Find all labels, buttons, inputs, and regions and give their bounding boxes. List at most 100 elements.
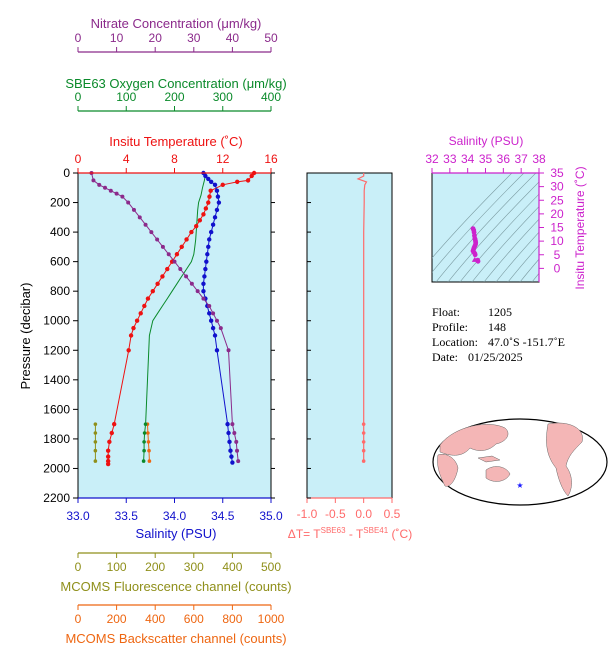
delta-line — [356, 173, 368, 462]
fluorescence-tick-label: 200 — [145, 560, 165, 574]
ts-x-tick-label: 34 — [461, 152, 475, 166]
nitrate-tick-label: 20 — [149, 31, 163, 45]
temperature-tick-label: 12 — [216, 152, 230, 166]
temperature-point — [138, 311, 143, 316]
delta-point — [361, 422, 366, 426]
temperature-tick-label: 4 — [123, 152, 130, 166]
pressure-tick-label: 400 — [50, 225, 70, 239]
temperature-point — [189, 229, 194, 235]
salinity-point — [212, 182, 218, 188]
pressure-tick-label: 2200 — [43, 491, 70, 505]
pressure-tick-label: 600 — [50, 255, 70, 269]
nitrate-point — [218, 326, 223, 331]
nitrate-point — [195, 289, 200, 294]
backscatter-tick-label: 400 — [145, 612, 165, 626]
salinity-point — [208, 179, 214, 185]
salinity-point — [230, 460, 235, 465]
salinity-point — [201, 281, 206, 286]
backscatter-point — [146, 440, 151, 444]
delta-plot-area — [306, 172, 393, 499]
ts-x-tick-label: 38 — [532, 152, 546, 166]
temperature-axis-title: Insitu Temperature (˚C) — [109, 134, 242, 149]
delta-tick-label: 0.0 — [355, 507, 372, 521]
ts-x-tick-label: 35 — [479, 152, 493, 166]
nitrate-point — [137, 215, 142, 220]
map-land-australia — [485, 466, 511, 482]
temperature-point — [105, 461, 111, 467]
density-contour — [447, 181, 539, 282]
nitrate-point — [178, 267, 183, 272]
fluorescence-point — [93, 459, 98, 463]
nitrate-point — [108, 188, 113, 193]
temperature-point — [184, 237, 189, 242]
temperature-point — [134, 318, 140, 323]
pressure-tick-label: 200 — [50, 196, 70, 210]
salinity-point — [210, 325, 216, 331]
map-land-africa — [437, 454, 459, 487]
location-label: Location: — [432, 335, 478, 349]
density-contour — [507, 245, 539, 282]
temperature-point — [160, 274, 165, 279]
ts-salinity-title: Salinity (PSU) — [449, 134, 524, 148]
backscatter-point — [147, 459, 152, 463]
fluorescence-point — [93, 440, 98, 444]
temperature-point — [150, 288, 155, 294]
oxygen-point — [143, 422, 148, 426]
temperature-tick-label: 0 — [75, 152, 82, 166]
float-label: Float: — [432, 305, 460, 319]
nitrate-tick-label: 30 — [187, 31, 201, 45]
nitrate-point — [114, 191, 119, 196]
delta-axis-title: ΔT= TSBE63 - TSBE41 (˚C) — [288, 526, 412, 541]
temperature-point — [206, 200, 211, 205]
temperature-point — [203, 206, 209, 211]
map-land-asia — [439, 424, 509, 456]
main-plot-marks — [89, 170, 257, 467]
ts-y-tick-label: 15 — [550, 221, 564, 235]
salinity-point — [227, 439, 232, 445]
salinity-point — [202, 274, 207, 279]
temperature-point — [245, 178, 251, 183]
salinity-point — [206, 244, 211, 250]
nitrate-point — [172, 259, 177, 264]
salinity-tick-label: 34.0 — [163, 509, 187, 523]
density-contour — [459, 193, 539, 282]
salinity-point — [203, 173, 208, 179]
fluorescence-tick-label: 100 — [107, 560, 127, 574]
temperature-point — [249, 173, 254, 179]
temperature-tick-label: 16 — [264, 152, 278, 166]
nitrate-point — [232, 431, 237, 435]
fluorescence-tick-label: 300 — [184, 560, 204, 574]
nitrate-point — [189, 281, 194, 286]
backscatter-point — [147, 448, 151, 453]
temperature-point — [111, 421, 117, 427]
temperature-point — [131, 325, 136, 331]
density-contour — [531, 272, 539, 282]
salinity-tick-label: 33.0 — [66, 509, 90, 523]
salinity-point — [207, 237, 212, 242]
nitrate-point — [214, 318, 219, 323]
density-contour — [435, 173, 537, 282]
salinity-axis-title: Salinity (PSU) — [136, 526, 217, 541]
temperature-point — [105, 448, 111, 453]
nitrate-point — [226, 348, 231, 353]
ts-y-tick-label: 0 — [554, 261, 561, 275]
temperature-point — [208, 188, 213, 193]
nitrate-point — [143, 222, 148, 227]
fluorescence-point — [93, 422, 98, 426]
date-label: Date: — [432, 350, 458, 364]
salinity-point — [226, 430, 231, 436]
ts-y-tick-label: 30 — [550, 180, 564, 194]
nitrate-point — [207, 303, 212, 308]
salinity-point — [212, 333, 218, 338]
date-value: 01/25/2025 — [468, 350, 523, 364]
map-land-americas — [546, 422, 583, 497]
nitrate-point — [97, 182, 102, 187]
ts-point — [472, 252, 478, 258]
pressure-axis-title: Pressure (decibar) — [18, 283, 33, 390]
salinity-point — [228, 448, 233, 453]
temperature-point — [201, 212, 206, 217]
ts-end-marker — [471, 256, 478, 262]
nitrate-point — [166, 252, 171, 257]
temperature-point — [179, 244, 184, 250]
